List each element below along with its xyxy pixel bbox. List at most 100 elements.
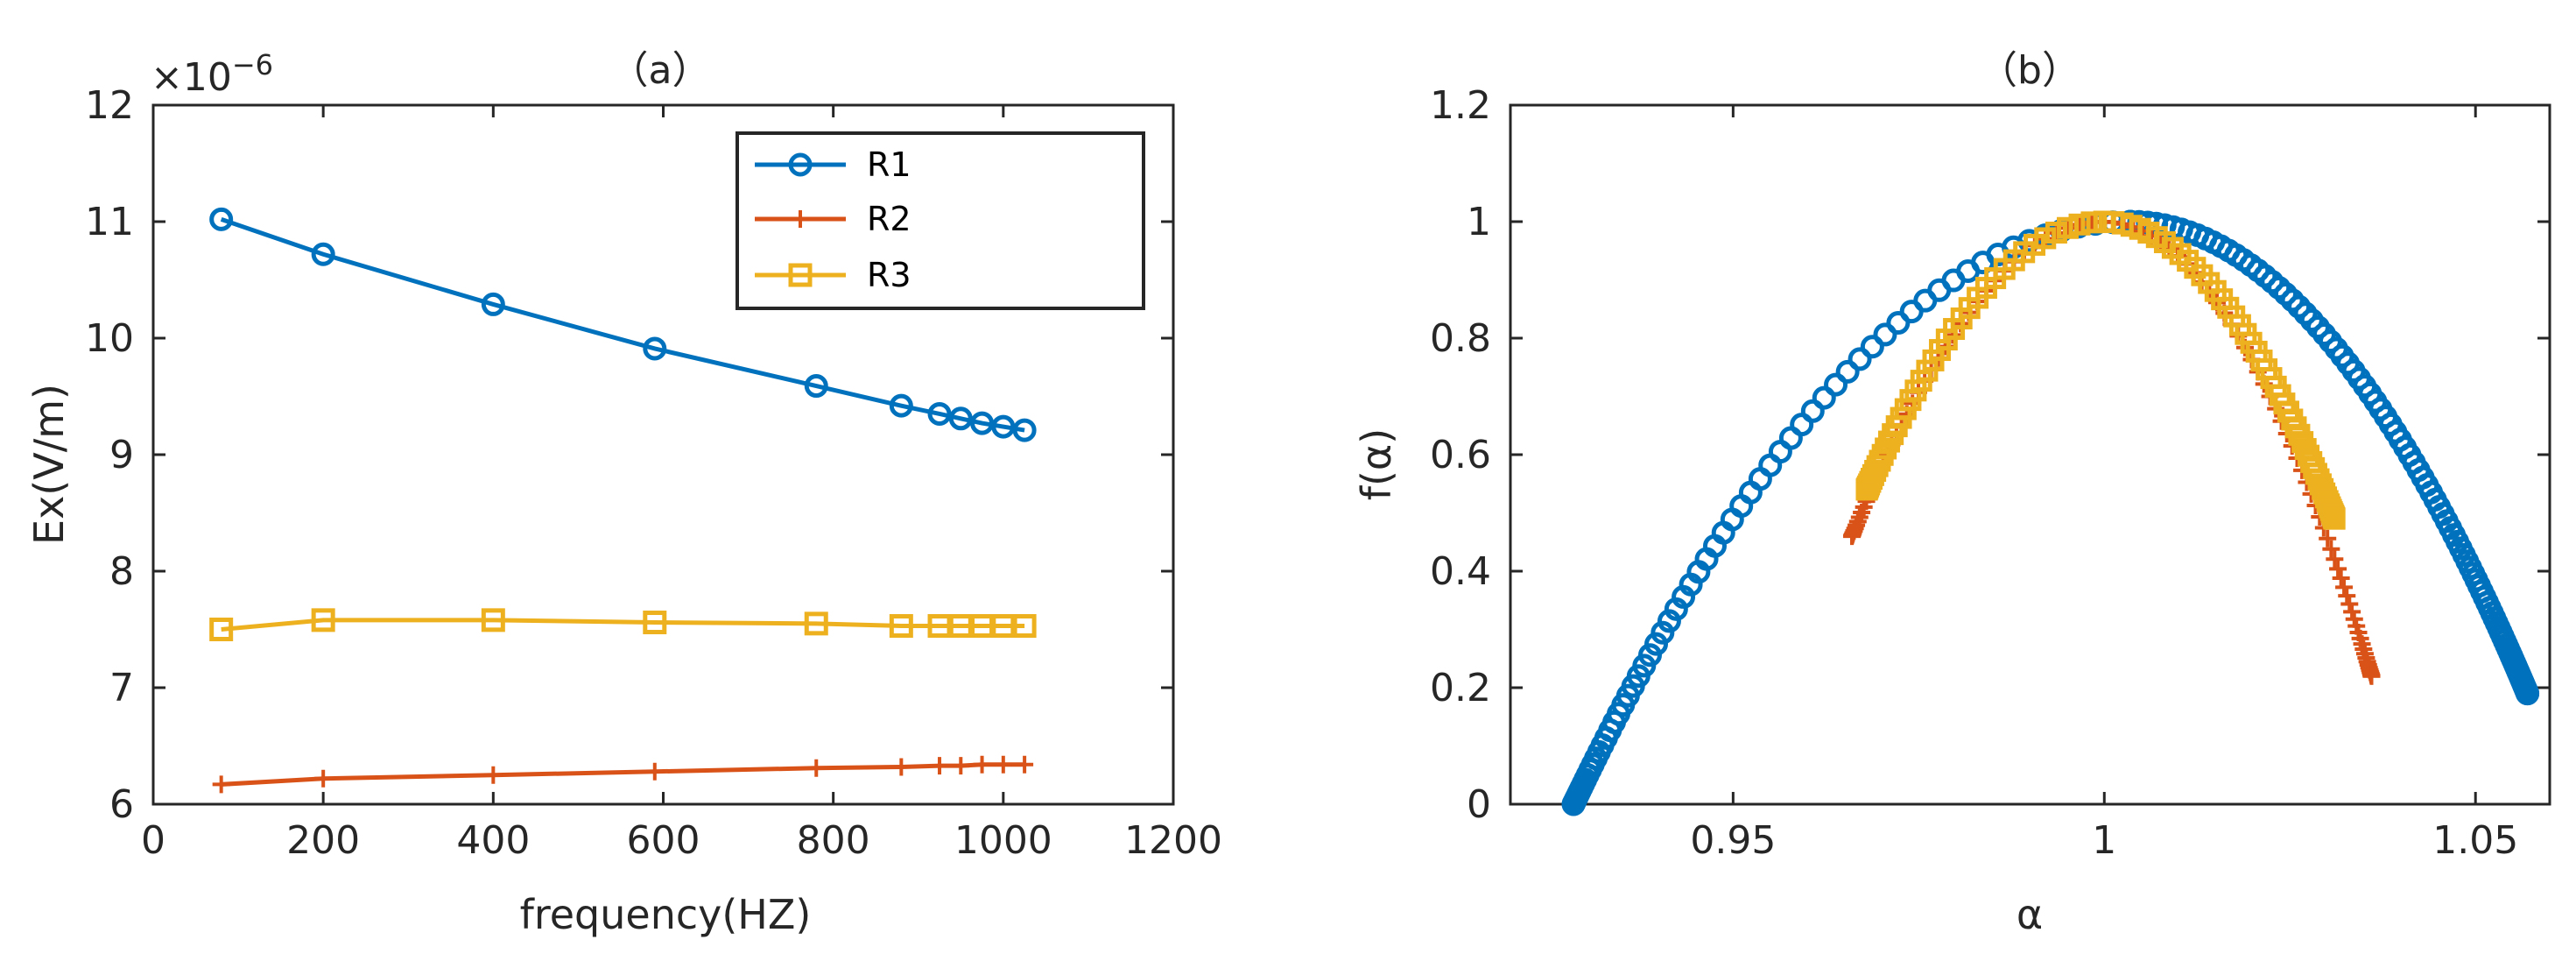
legend-marker-r1 [788, 152, 813, 177]
point-r1 [991, 414, 1016, 439]
point-r3 [2045, 222, 2067, 244]
point-r2 [2362, 667, 2381, 685]
x-tick-label: 1000 [954, 818, 1052, 863]
point-r2 [994, 755, 1012, 774]
x-tick-label: 400 [456, 818, 530, 863]
point-r3 [481, 608, 505, 632]
y-tick-label: 11 [85, 200, 134, 244]
point-r2 [2059, 219, 2077, 237]
y-tick-label: 10 [85, 316, 134, 361]
point-r1 [311, 242, 335, 266]
y-tick-label: 0.4 [1430, 549, 1491, 594]
y-tick-label: 0 [1467, 782, 1491, 827]
point-r2 [1843, 527, 1862, 546]
point-r2 [2338, 587, 2356, 605]
legend-marker-r3 [788, 263, 813, 287]
point-r1 [2516, 682, 2540, 706]
x-tick-label: 0 [141, 818, 165, 863]
y-axis-label-b: f(α) [1353, 428, 1400, 500]
x-tick-label: 1.05 [2432, 818, 2518, 863]
y-tick-label: 1 [1467, 200, 1491, 244]
point-r1 [481, 292, 505, 316]
point-r1 [1848, 347, 1872, 371]
point-r1 [1812, 385, 1836, 410]
point-r1 [889, 393, 913, 418]
legend-box [735, 131, 1145, 310]
point-r3 [2080, 211, 2103, 234]
point-r3 [2068, 213, 2091, 236]
point-r1 [804, 374, 828, 399]
line-r3 [221, 618, 1025, 632]
point-r1 [2287, 294, 2312, 319]
point-r1 [1860, 335, 1884, 359]
x-tick-label: 0.95 [1690, 818, 1776, 863]
exponent-label-a: ×10−6 [151, 48, 273, 100]
point-r1 [970, 411, 995, 435]
point-r1 [1835, 359, 1860, 384]
x-tick-label: 600 [627, 818, 700, 863]
point-r2 [2340, 595, 2359, 613]
point-r2 [314, 769, 333, 788]
point-r1 [1748, 467, 1772, 491]
point-r1 [1873, 322, 1897, 347]
y-tick-label: 7 [109, 666, 134, 710]
point-r3 [804, 611, 828, 636]
point-r2 [892, 758, 911, 776]
point-r1 [1561, 792, 1586, 816]
y-tick-label: 6 [109, 782, 134, 827]
point-r2 [2047, 223, 2066, 242]
point-r3 [643, 611, 667, 635]
point-r2 [2332, 569, 2350, 588]
x-tick-label: 200 [286, 818, 360, 863]
point-r1 [1657, 609, 1681, 633]
x-tick-label: 1 [2092, 818, 2116, 863]
panel-b: （b） 0.95 1 1.05 0 0.2 0.4 0.6 0.8 1 1.2 α f(α) [1353, 48, 2551, 938]
y-tick-label: 0.8 [1430, 316, 1491, 361]
point-r2 [1016, 755, 1034, 774]
point-r1 [927, 401, 952, 426]
y-tick-label: 8 [109, 549, 134, 594]
point-r2 [2329, 560, 2347, 578]
x-tick-label: 800 [797, 818, 870, 863]
point-r2 [931, 757, 949, 775]
point-r3 [889, 614, 913, 639]
point-r2 [645, 762, 664, 781]
legend-label-r1: R1 [867, 145, 911, 184]
point-r2 [2335, 578, 2354, 597]
plot-area-a: 0 200 400 600 800 1000 1200 6 7 8 9 10 11 12 [85, 83, 1222, 863]
legend-a: R1 R2 R3 [735, 131, 1145, 310]
y-tick-label: 1.2 [1430, 83, 1491, 128]
y-axis-label-a: Ex(V/m) [25, 384, 73, 545]
point-r2 [484, 766, 503, 784]
x-axis-label-b: α [2016, 891, 2043, 938]
plot-area-b: 0.95 1 1.05 0 0.2 0.4 0.6 0.8 1 1.2 [1430, 83, 2551, 863]
point-r2 [2319, 529, 2337, 548]
x-axis-label-a: frequency(HZ) [520, 891, 812, 938]
point-r3 [1855, 478, 1878, 501]
point-r1 [209, 207, 234, 231]
point-r1 [948, 406, 973, 431]
point-r2 [212, 775, 230, 794]
panel-a: （a） ×10−6 0 200 400 600 800 1000 1200 6 7 8 9 10 11 1… [25, 48, 1222, 938]
point-r2 [952, 757, 970, 775]
point-r2 [2326, 550, 2344, 569]
title-b: （b） [1979, 48, 2080, 93]
legend-marker-r2 [792, 210, 809, 228]
legend-label-r3: R3 [867, 256, 911, 294]
point-r1 [1899, 300, 1924, 324]
title-a: （a） [610, 48, 711, 93]
point-r2 [973, 755, 991, 774]
y-tick-label: 0.2 [1430, 666, 1491, 710]
point-r2 [807, 759, 826, 777]
point-r1 [1886, 311, 1911, 336]
point-r2 [2322, 540, 2340, 558]
line-r1 [220, 216, 1025, 433]
point-r1 [1012, 418, 1037, 442]
point-r3 [1012, 614, 1037, 639]
point-r1 [2280, 288, 2305, 313]
y-tick-label: 0.6 [1430, 433, 1491, 477]
point-r1 [1664, 597, 1688, 621]
point-r3 [2057, 216, 2080, 239]
point-r1 [1824, 372, 1848, 397]
